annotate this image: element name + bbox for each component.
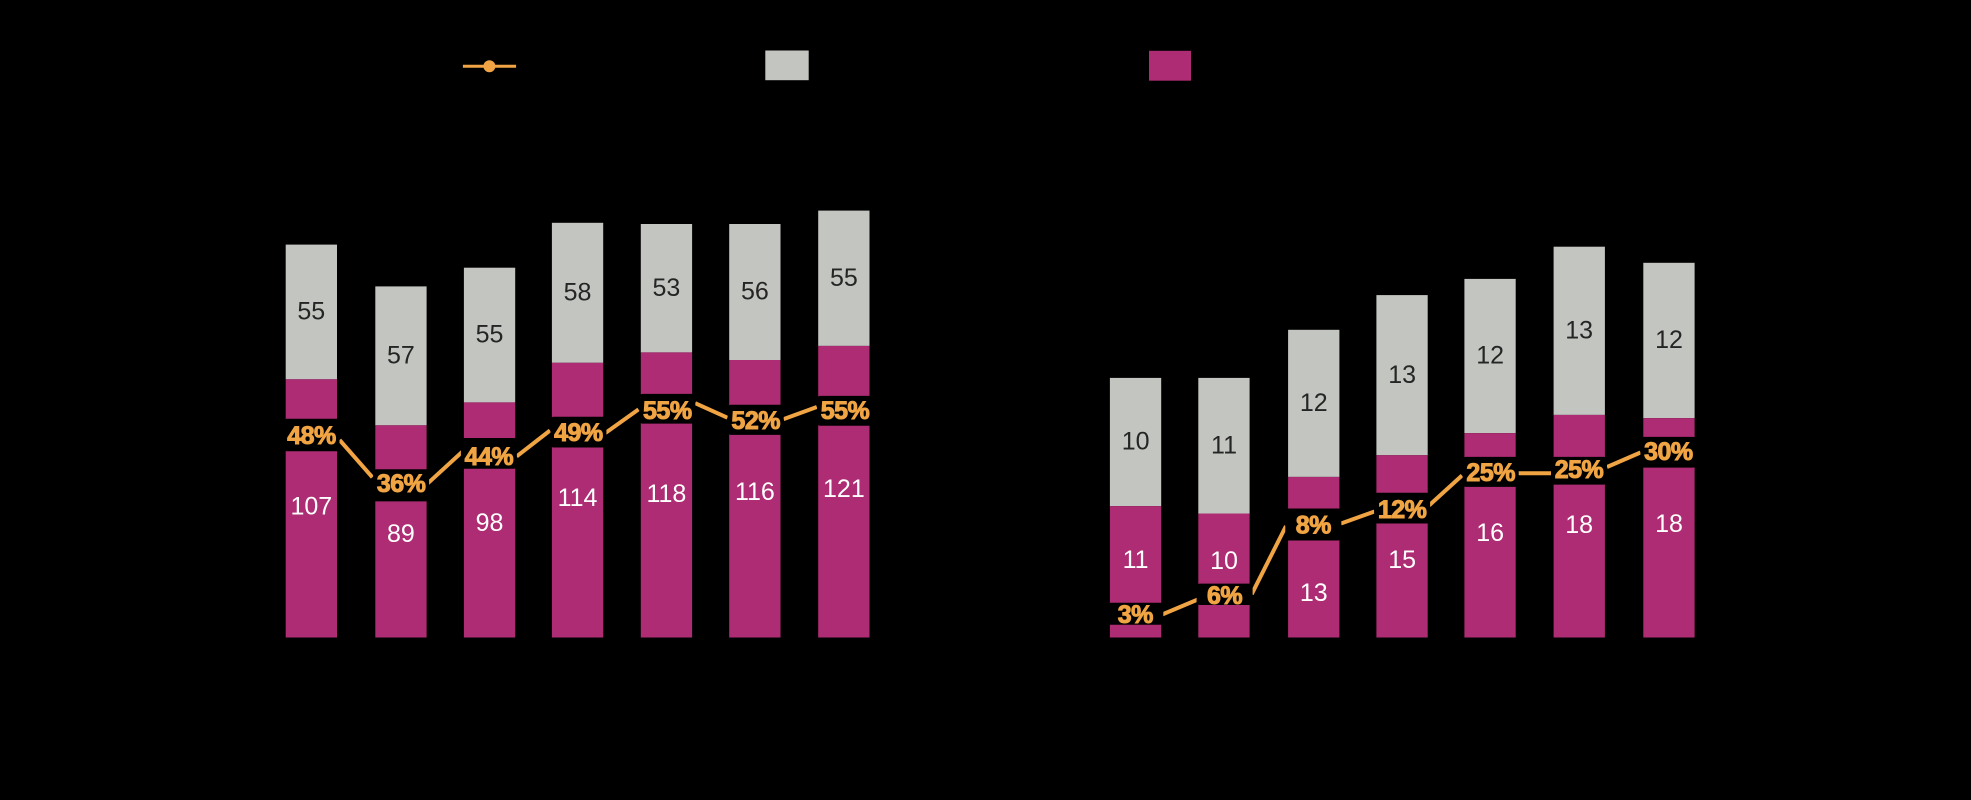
svg-text:12: 12 (1476, 342, 1504, 370)
svg-text:11: 11 (1211, 431, 1237, 459)
svg-text:57: 57 (387, 342, 415, 370)
svg-text:107: 107 (290, 493, 332, 521)
svg-text:11: 11 (1123, 546, 1149, 574)
svg-text:89: 89 (387, 520, 415, 548)
svg-text:13: 13 (1300, 579, 1328, 607)
svg-text:58: 58 (564, 279, 592, 307)
svg-text:10: 10 (1210, 547, 1238, 575)
svg-text:12%: 12% (1378, 496, 1427, 524)
svg-text:12: 12 (1300, 389, 1328, 417)
svg-text:55: 55 (297, 298, 325, 326)
svg-text:52%: 52% (731, 407, 780, 435)
svg-text:56: 56 (741, 278, 769, 306)
svg-text:3%: 3% (1118, 601, 1153, 629)
svg-text:116: 116 (735, 478, 775, 506)
svg-text:16: 16 (1476, 519, 1504, 547)
svg-text:15: 15 (1388, 546, 1416, 574)
svg-text:13: 13 (1565, 317, 1593, 345)
svg-text:18: 18 (1565, 511, 1593, 539)
svg-text:36%: 36% (377, 470, 426, 498)
svg-text:55: 55 (830, 264, 858, 292)
svg-text:18: 18 (1655, 510, 1683, 538)
svg-text:6%: 6% (1207, 582, 1242, 610)
svg-text:8%: 8% (1296, 511, 1331, 539)
svg-text:121: 121 (823, 475, 865, 503)
svg-text:114: 114 (558, 484, 598, 512)
svg-text:30%: 30% (1644, 438, 1693, 466)
svg-text:118: 118 (646, 480, 686, 508)
svg-text:44%: 44% (465, 443, 514, 471)
svg-text:10: 10 (1122, 428, 1150, 456)
svg-text:13: 13 (1388, 361, 1416, 389)
svg-text:49%: 49% (554, 419, 603, 447)
svg-text:25%: 25% (1466, 459, 1515, 487)
svg-text:53: 53 (652, 274, 680, 302)
svg-text:98: 98 (476, 509, 504, 537)
svg-text:55: 55 (476, 321, 504, 349)
svg-text:48%: 48% (287, 422, 336, 450)
svg-text:12: 12 (1655, 326, 1683, 354)
svg-text:25%: 25% (1555, 456, 1604, 484)
svg-text:55%: 55% (821, 397, 870, 425)
svg-text:55%: 55% (643, 397, 692, 425)
